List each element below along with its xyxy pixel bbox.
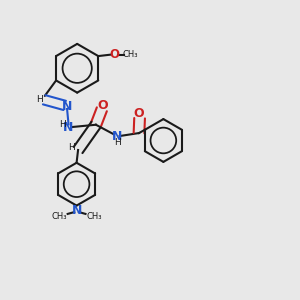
Text: N: N (71, 204, 82, 218)
Text: O: O (110, 48, 120, 61)
Text: N: N (112, 130, 122, 142)
Text: O: O (98, 99, 108, 112)
Text: N: N (63, 121, 74, 134)
Text: H: H (114, 138, 121, 147)
Text: H: H (58, 120, 65, 129)
Text: H: H (36, 95, 43, 104)
Text: CH₃: CH₃ (122, 50, 138, 59)
Text: CH₃: CH₃ (52, 212, 67, 221)
Text: H: H (68, 143, 75, 152)
Text: CH₃: CH₃ (86, 212, 102, 221)
Text: N: N (62, 100, 72, 113)
Text: O: O (134, 107, 144, 120)
